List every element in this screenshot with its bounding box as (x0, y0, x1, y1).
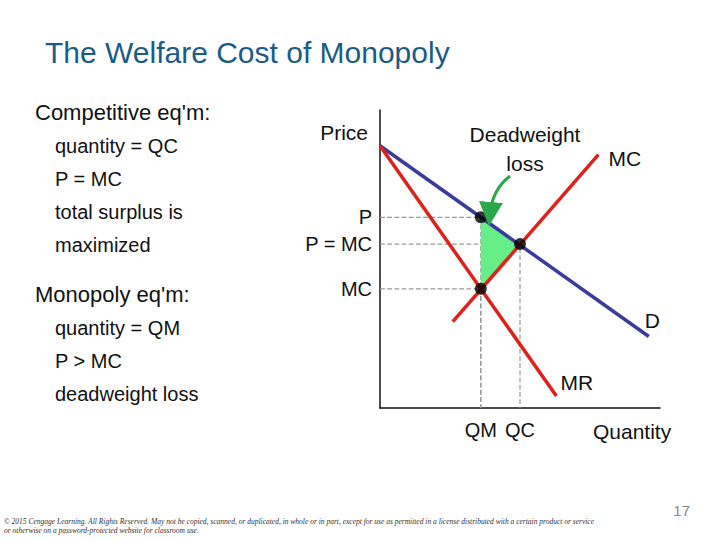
html-text:total surplus is maximized: total surplus is maximized (55, 201, 183, 256)
html-text:quantity = QM: quantity = QM (55, 317, 181, 339)
html-text:Price: Price (320, 121, 368, 144)
svg-text:QM: QM (465, 419, 497, 441)
svg-text:MR: MR (560, 371, 593, 394)
html-text:Deadweight loss: Deadweight loss (469, 123, 581, 175)
html-text:Monopoly eq'm:: Monopoly eq'm: (35, 282, 190, 307)
html-text:deadweight loss: deadweight loss (55, 383, 199, 405)
svg-text:P: P (359, 206, 372, 228)
svg-text:MC: MC (341, 278, 372, 300)
svg-text:MC: MC (608, 147, 641, 170)
html-text:© 2015 Cengage Learning. All R: © 2015 Cengage Learning. All Rights Rese… (4, 517, 594, 535)
html-text:17: 17 (673, 502, 690, 519)
svg-text:D: D (645, 309, 660, 332)
html-text:The Welfare Cost of Monopoly: The Welfare Cost of Monopoly (45, 36, 450, 69)
html-text:Quantity: Quantity (593, 420, 672, 443)
html-text:Competitive eq'm:: Competitive eq'm: (35, 100, 211, 125)
html-text:quantity = QC: quantity = QC (55, 135, 178, 157)
svg-text:P = MC: P = MC (305, 233, 372, 255)
html-text:P > MC: P > MC (55, 350, 122, 372)
svg-text:QC: QC (505, 419, 535, 441)
html-text:P = MC: P = MC (55, 168, 122, 190)
